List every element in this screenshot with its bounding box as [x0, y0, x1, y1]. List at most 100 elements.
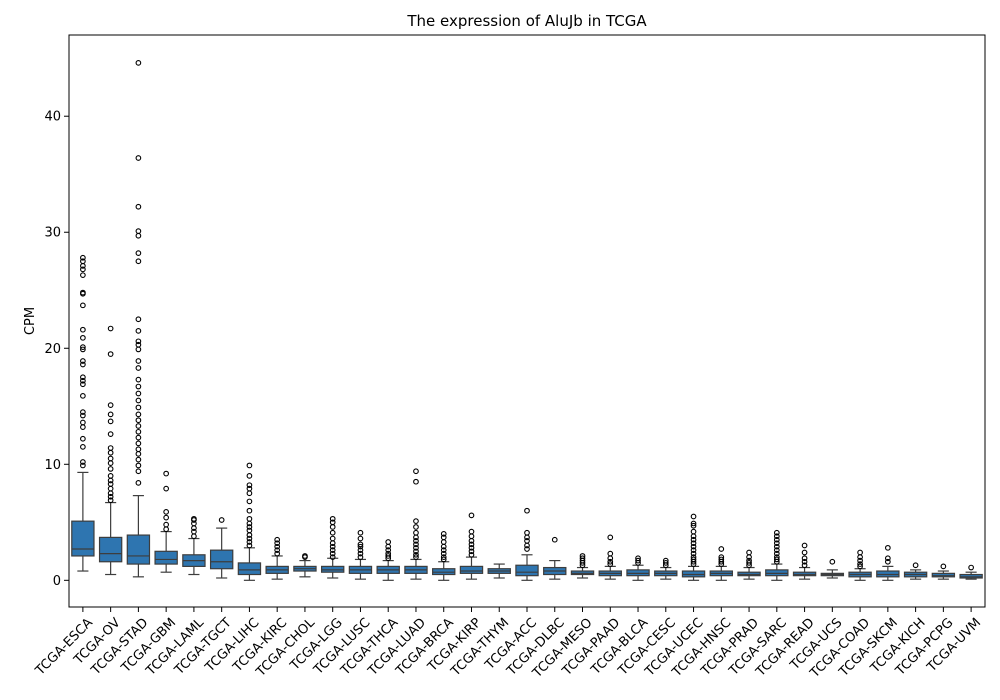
outlier-point	[468, 533, 475, 540]
outlier-point	[246, 490, 253, 497]
outlier-point	[135, 428, 142, 435]
outlier-point	[413, 529, 419, 536]
outlier-point	[413, 468, 419, 475]
outlier-point	[690, 520, 697, 527]
outlier-point	[80, 344, 86, 350]
outlier-point	[690, 522, 697, 529]
outlier-point	[718, 554, 725, 560]
outlier-point	[524, 529, 530, 536]
outlier-point	[635, 555, 641, 562]
outlier-point	[246, 473, 253, 479]
outlier-point	[246, 535, 253, 542]
box	[209, 549, 234, 570]
outlier-point	[163, 521, 170, 528]
outlier-point	[135, 480, 142, 486]
outlier-point	[135, 417, 142, 424]
outlier-point	[107, 411, 114, 418]
outlier-point	[246, 507, 253, 514]
outlier-point	[107, 325, 114, 332]
outlier-point	[80, 462, 86, 469]
outlier-point	[718, 556, 725, 563]
outlier-point	[413, 524, 419, 530]
outlier-point	[413, 478, 419, 485]
outlier-point	[413, 541, 419, 548]
outlier-point	[773, 556, 780, 563]
outlier-point	[218, 517, 225, 523]
outlier-point	[80, 381, 86, 388]
outlier-point	[385, 539, 392, 545]
outlier-point	[801, 555, 808, 562]
outlier-point	[135, 456, 142, 463]
box	[154, 550, 178, 565]
outlier-point	[80, 412, 86, 419]
outlier-point	[857, 561, 863, 567]
outlier-point	[107, 493, 114, 500]
outlier-point	[246, 524, 253, 530]
outlier-point	[357, 541, 364, 548]
outlier-point	[274, 540, 281, 547]
outlier-point	[191, 515, 197, 522]
outlier-point	[773, 529, 780, 536]
outlier-point	[662, 560, 669, 566]
outlier-point	[857, 549, 863, 556]
outlier-point	[857, 557, 863, 564]
outlier-point	[746, 560, 752, 566]
outlier-point	[773, 554, 780, 560]
outlier-point	[80, 392, 86, 399]
outlier-point	[80, 377, 86, 384]
outlier-point	[246, 539, 253, 545]
outlier-point	[135, 404, 142, 411]
outlier-point	[746, 557, 752, 564]
outlier-point	[80, 459, 86, 465]
outlier-point	[579, 553, 586, 559]
outlier-point	[135, 258, 142, 265]
outlier-point	[690, 556, 697, 563]
outlier-point	[579, 555, 586, 562]
outlier-point	[440, 539, 447, 545]
outlier-point	[135, 341, 142, 348]
outlier-point	[163, 470, 170, 477]
outlier-point	[884, 555, 891, 562]
outlier-point	[302, 553, 308, 559]
outlier-point	[107, 402, 114, 408]
outlier-point	[135, 365, 142, 371]
outlier-point	[773, 547, 780, 553]
outlier-point	[80, 435, 86, 442]
box	[71, 520, 95, 557]
outlier-point	[607, 558, 614, 565]
outlier-point	[357, 529, 364, 536]
outlier-point	[80, 346, 86, 353]
outlier-point	[468, 548, 475, 555]
outlier-point	[468, 551, 475, 558]
outlier-point	[773, 536, 780, 543]
outlier-point	[662, 557, 669, 564]
outlier-point	[690, 543, 697, 550]
outlier-point	[468, 541, 475, 548]
outlier-point	[246, 462, 253, 469]
outlier-point	[385, 550, 392, 557]
y-tick-label: 30	[44, 226, 61, 241]
outlier-point	[773, 533, 780, 540]
outlier-point	[107, 431, 114, 437]
outlier-point	[357, 543, 364, 550]
outlier-point	[329, 529, 336, 536]
y-axis-label: CPM	[23, 307, 38, 335]
outlier-point	[773, 543, 780, 550]
outlier-point	[912, 562, 919, 569]
outlier-point	[107, 449, 114, 456]
y-tick-label: 20	[44, 342, 61, 357]
outlier-point	[690, 528, 697, 535]
outlier-point	[246, 482, 253, 489]
outlier-point	[135, 468, 142, 475]
outlier-point	[135, 250, 142, 256]
outlier-point	[163, 514, 170, 521]
outlier-point	[135, 358, 142, 364]
outlier-point	[135, 328, 142, 334]
outlier-point	[246, 527, 253, 534]
y-tick-label: 0	[53, 574, 61, 589]
outlier-point	[246, 485, 253, 492]
outlier-point	[107, 455, 114, 462]
outlier-point	[274, 536, 281, 543]
box	[459, 565, 484, 574]
